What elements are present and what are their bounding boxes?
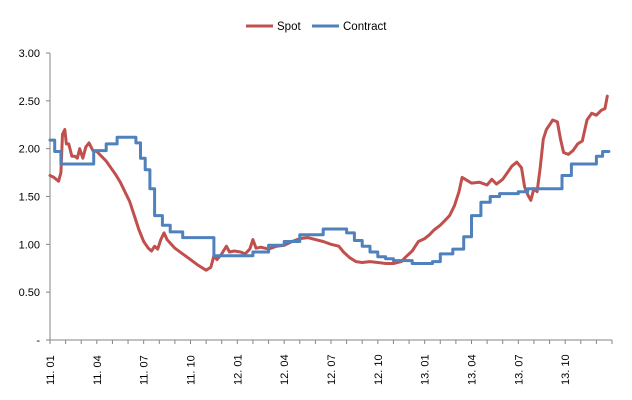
series-line-spot bbox=[48, 94, 609, 272]
y-tick-label: - bbox=[36, 335, 40, 347]
x-tick-label: 12. 10 bbox=[373, 354, 385, 385]
legend-label-spot: Spot bbox=[277, 21, 301, 33]
x-tick-label: 12. 07 bbox=[326, 354, 338, 385]
x-tick-label: 12. 01 bbox=[232, 354, 244, 385]
x-tick-label: 13. 07 bbox=[513, 354, 525, 385]
y-tick-label: 1.00 bbox=[19, 239, 40, 251]
x-tick-label: 13. 01 bbox=[420, 354, 432, 385]
x-tick-label: 11. 07 bbox=[139, 355, 151, 385]
y-tick-label: 3.00 bbox=[19, 48, 40, 60]
y-tick-label: 1.50 bbox=[19, 192, 40, 204]
x-tick-label: 13. 04 bbox=[467, 354, 479, 385]
legend-label-contract: Contract bbox=[343, 21, 387, 33]
series-line-contract bbox=[48, 135, 611, 265]
y-tick-label: 2.50 bbox=[19, 96, 40, 108]
x-tick-label: 11. 04 bbox=[92, 355, 104, 385]
x-tick-label: 11. 10 bbox=[186, 355, 198, 385]
x-tick-label: 13. 10 bbox=[560, 354, 572, 385]
x-tick-label: 11. 01 bbox=[45, 355, 57, 385]
x-tick-label: 12. 04 bbox=[279, 354, 291, 385]
y-tick-label: 0.50 bbox=[19, 287, 40, 299]
y-tick-label: 2.00 bbox=[19, 144, 40, 156]
